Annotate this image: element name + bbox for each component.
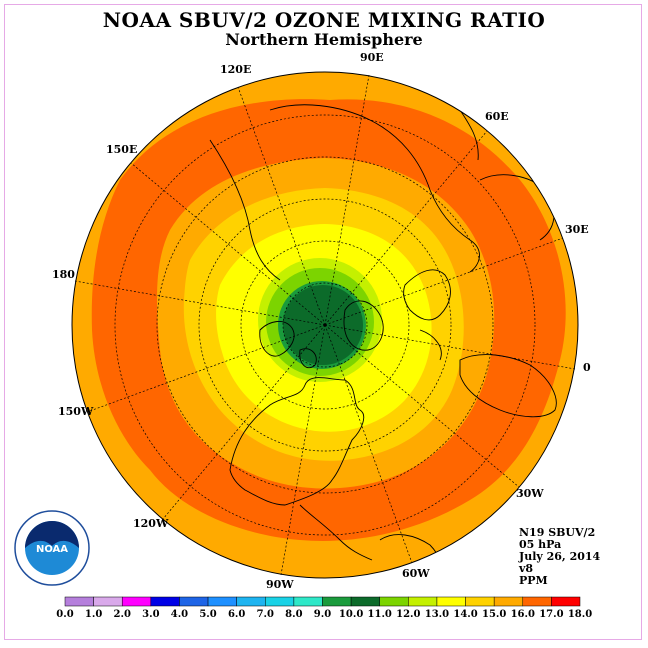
coast-asia-east — [209, 139, 281, 281]
colorbar-swatch — [207, 596, 237, 607]
colorbar-tick-label: 11.0 — [368, 609, 392, 620]
colorbar-tick-label: 7.0 — [257, 609, 274, 620]
colorbar-tick-label: 10.0 — [339, 609, 363, 620]
lon-label-180: 180 — [52, 268, 75, 281]
map-subtitle: Northern Hemisphere — [225, 30, 423, 49]
colorbar-swatch — [436, 596, 466, 607]
lon-label-150e: 150E — [106, 143, 138, 156]
colorbar-swatch — [522, 596, 552, 607]
colorbar-swatch — [379, 596, 409, 607]
noaa-logo: NOAA — [14, 510, 90, 586]
info-block: N19 SBUV/2 05 hPa July 26, 2014 v8 PPM — [519, 527, 600, 587]
lon-label-90e: 90E — [360, 51, 384, 64]
colorbar-swatch — [236, 596, 266, 607]
pressure-level: 05 hPa — [519, 538, 562, 551]
coast-north-america — [229, 377, 365, 506]
coast-greenland — [343, 300, 384, 351]
colorbar-swatch — [322, 596, 352, 607]
colorbar-tick-label: 3.0 — [142, 609, 159, 620]
lon-label-60e: 60E — [485, 110, 509, 123]
colorbar-swatch — [293, 596, 323, 607]
map-title: NOAA SBUV/2 OZONE MIXING RATIO — [102, 8, 546, 32]
coast-central-america — [299, 504, 373, 561]
colorbar: 0.0 1.0 2.0 3.0 4.0 5.0 6.0 7.0 8.0 9.0 10.0 11.0 12… — [56, 596, 592, 620]
lon-label-30e: 30E — [565, 223, 589, 236]
latitude-circles — [114, 114, 536, 536]
colorbar-swatch — [551, 596, 581, 607]
colorbar-tick-label: 5.0 — [199, 609, 216, 620]
coast-canada-arctic — [259, 321, 317, 369]
colorbar-tick-label: 0.0 — [56, 609, 73, 620]
colorbar-swatch — [493, 596, 524, 607]
colorbar-tick-label: 18.0 — [568, 609, 592, 620]
lat-circle-60 — [198, 198, 452, 452]
colorbar-swatch — [93, 596, 123, 607]
colorbar-swatch — [150, 596, 180, 607]
lon-label-120w: 120W — [133, 517, 169, 530]
plot-frame — [4, 4, 642, 640]
lat-circle-50 — [156, 156, 494, 494]
version-label: v8 — [519, 562, 534, 575]
lon-label-90w: 90W — [266, 578, 294, 591]
coast-india — [459, 109, 479, 161]
map-boundary — [71, 71, 579, 579]
colorbar-tick-label: 14.0 — [453, 609, 477, 620]
colorbar-swatch — [64, 596, 94, 607]
colorbar-tick-label: 9.0 — [314, 609, 331, 620]
colorbar-swatch — [350, 596, 380, 607]
colorbar-tick-label: 17.0 — [539, 609, 563, 620]
colorbar-swatch — [179, 596, 209, 607]
colorbar-tick-label: 2.0 — [114, 609, 131, 620]
lat-circle-40 — [114, 114, 536, 536]
colorbar-tick-label: 13.0 — [425, 609, 449, 620]
instrument-label: N19 SBUV/2 — [519, 526, 596, 539]
colorbar-tick-label: 4.0 — [171, 609, 188, 620]
lon-label-150w: 150W — [58, 405, 94, 418]
date-label: July 26, 2014 — [519, 550, 601, 563]
colorbar-swatch — [408, 596, 438, 607]
lon-label-30w: 30W — [516, 487, 544, 500]
colorbar-tick-label: 12.0 — [396, 609, 420, 620]
lon-label-120e: 120E — [220, 63, 252, 76]
lat-circle-70 — [240, 240, 410, 410]
lon-label-60w: 60W — [402, 567, 430, 580]
lat-circle-80 — [282, 282, 368, 368]
colorbar-swatch — [265, 596, 295, 607]
coast-asia — [269, 104, 480, 273]
colorbar-swatch — [465, 596, 495, 607]
logo-text: NOAA — [36, 544, 68, 555]
colorbar-tick-label: 8.0 — [285, 609, 302, 620]
colorbar-tick-label: 1.0 — [85, 609, 102, 620]
logo-top — [25, 521, 79, 548]
unit-label: PPM — [519, 574, 548, 587]
colorbar-tick-label: 16.0 — [511, 609, 535, 620]
colorbar-tick-label: 15.0 — [482, 609, 506, 620]
colorbar-swatch — [121, 596, 152, 607]
colorbar-tick-label: 6.0 — [228, 609, 245, 620]
lon-label-0: 0 — [583, 361, 591, 374]
